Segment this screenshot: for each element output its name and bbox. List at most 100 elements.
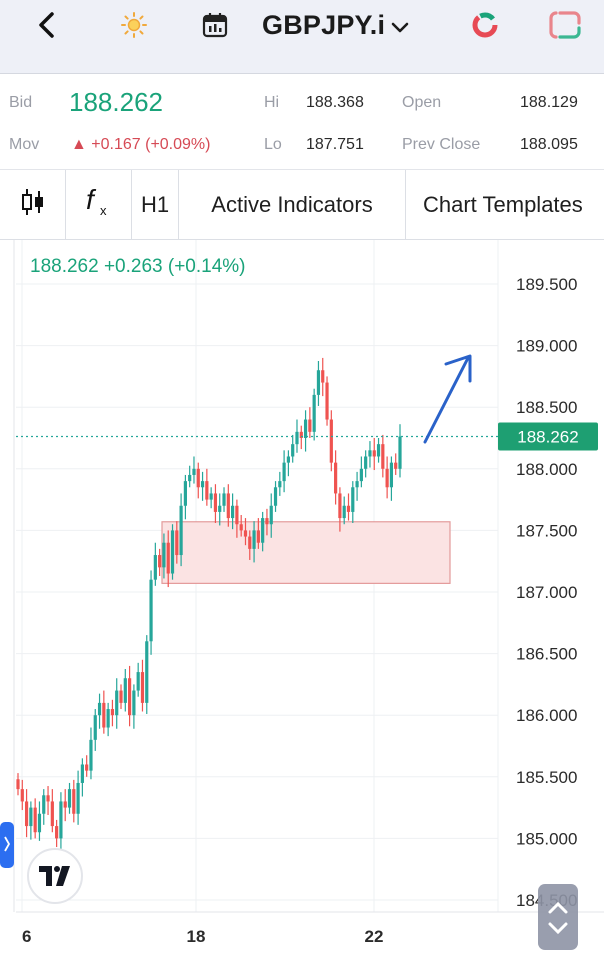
prev-close-value: 188.095 (520, 136, 578, 153)
candle (278, 471, 282, 496)
candle (29, 801, 33, 840)
candle (188, 465, 192, 488)
price-axis: 189.500 189.000 188.500 188.000 187.500 187.0… (516, 275, 577, 910)
candle (376, 438, 381, 463)
y-tick-label: 188.500 (516, 398, 577, 417)
candlestick-icon (20, 187, 46, 223)
svg-text:x: x (100, 203, 107, 218)
chart-templates-button[interactable]: Chart Templates (406, 170, 604, 240)
candle (127, 665, 132, 727)
function-icon: f x (84, 184, 114, 225)
candle (67, 782, 72, 814)
top-bar: GBPJPY.i (0, 0, 604, 74)
price-chart[interactable]: 189.500 189.000 188.500 188.000 187.500 187.0… (0, 240, 604, 964)
candle (166, 530, 170, 588)
candle (248, 530, 252, 560)
candle (252, 521, 256, 563)
y-tick-label: 189.000 (516, 337, 577, 356)
x-tick-label: 22 (365, 927, 384, 946)
candle (394, 453, 398, 475)
back-arrow-icon[interactable] (30, 0, 64, 50)
candles-layer (16, 357, 402, 850)
candle (222, 487, 226, 512)
y-tick-label: 188.000 (516, 460, 577, 479)
candle (110, 699, 115, 727)
candle (364, 450, 368, 478)
candle (59, 792, 63, 850)
candle (136, 662, 140, 697)
candle (389, 456, 394, 501)
candlestick-type-button[interactable] (0, 170, 66, 240)
candle (196, 462, 200, 499)
candle (106, 702, 110, 737)
x-tick-label: 18 (187, 927, 206, 946)
sun-icon[interactable] (117, 0, 151, 50)
candle (46, 786, 50, 815)
candle (170, 524, 175, 580)
indicators-button[interactable]: f x (66, 170, 132, 240)
candle (72, 779, 76, 823)
candle (381, 434, 385, 478)
candle (205, 468, 209, 506)
candle (239, 515, 243, 537)
candle (269, 493, 273, 538)
candle (351, 481, 355, 524)
candle (209, 487, 213, 509)
candle (175, 521, 179, 564)
svg-text:f: f (86, 185, 97, 215)
candle (226, 484, 230, 527)
candle (20, 779, 24, 811)
candle (218, 493, 222, 526)
candle (231, 493, 235, 530)
candle (80, 758, 84, 797)
timeframe-button[interactable]: H1 (132, 170, 178, 240)
chevron-up-icon (548, 901, 568, 914)
active-indicators-button[interactable]: Active Indicators (178, 170, 406, 240)
y-tick-label: 185.000 (516, 829, 577, 848)
candle (140, 659, 145, 712)
bid-value: 188.262 (69, 87, 163, 117)
candle (355, 471, 359, 501)
candle (273, 481, 278, 512)
price-tag-bg (498, 422, 598, 451)
chart-area[interactable]: 189.500 189.000 188.500 188.000 187.500 187.0… (0, 240, 604, 964)
y-tick-label: 186.000 (516, 706, 577, 725)
candle (359, 456, 363, 488)
timeframe-label: H1 (140, 192, 170, 217)
scroll-buttons[interactable] (538, 884, 578, 950)
candle (308, 407, 312, 438)
chart-legend: 188.262 +0.263 (+0.14%) (30, 256, 246, 277)
ring-icon[interactable] (467, 0, 503, 50)
candle (145, 635, 149, 714)
candle (299, 425, 303, 450)
mov-label: Mov (9, 136, 40, 153)
candle (16, 773, 20, 796)
y-tick-label: 187.500 (516, 521, 577, 540)
price-tag: 188.262 (517, 428, 578, 447)
y-tick-label: 187.000 (516, 583, 577, 602)
candle (55, 819, 59, 848)
bid-label: Bid (9, 94, 33, 111)
candle (398, 424, 402, 478)
candle (316, 361, 321, 406)
candle (385, 456, 389, 499)
calendar-icon[interactable] (198, 0, 232, 50)
candle (123, 669, 127, 712)
candle (329, 410, 333, 472)
y-tick-label: 186.500 (516, 645, 577, 664)
chart-templates-label: Chart Templates (423, 192, 583, 217)
mov-value: ▲ +0.167 (+0.09%) (71, 136, 211, 153)
candle (179, 493, 183, 567)
candle (115, 678, 119, 729)
candle (63, 789, 67, 822)
symbol-label: GBPJPY.i (262, 9, 386, 40)
side-panel-handle[interactable] (0, 822, 14, 868)
lo-value: 187.751 (306, 136, 364, 153)
quote-panel: Bid 188.262 Hi 188.368 Open 188.129 Mov … (0, 74, 604, 170)
candle (102, 690, 106, 734)
candle (97, 693, 102, 729)
candle (85, 755, 89, 777)
square-outline-icon[interactable] (545, 0, 585, 50)
tradingview-logo[interactable] (27, 848, 83, 904)
symbol-selector[interactable]: GBPJPY.i (262, 0, 432, 50)
